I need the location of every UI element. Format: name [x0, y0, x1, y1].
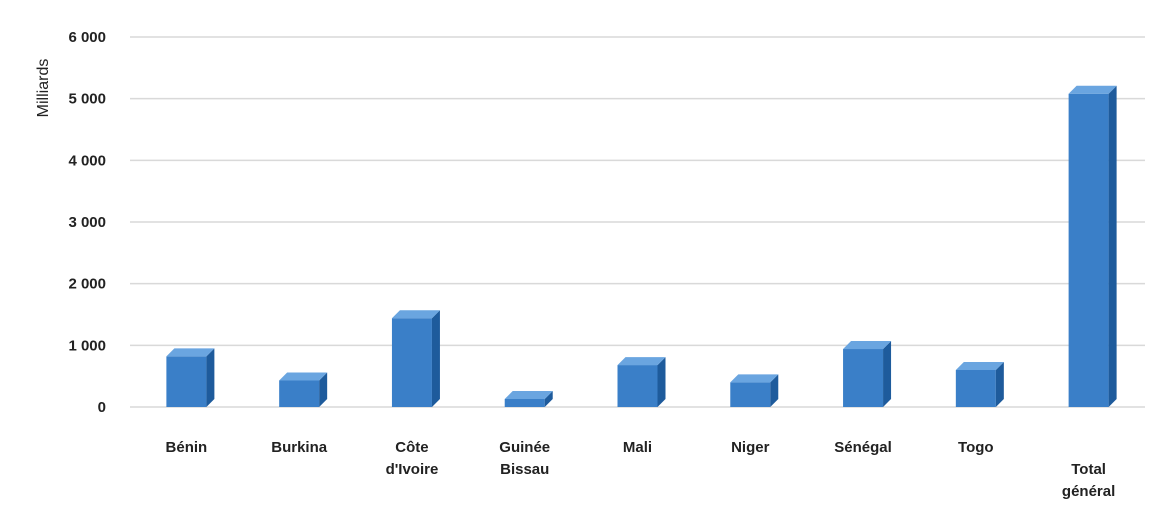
bar-top [279, 372, 328, 381]
bar [730, 374, 779, 407]
x-tick-label: Burkina [271, 439, 328, 456]
bar-side [544, 390, 553, 407]
y-tick-labels: 0 1 000 2 000 3 000 4 000 5 000 6 000 [68, 29, 106, 416]
bar-side [431, 310, 440, 407]
y-tick-label: 2 000 [68, 276, 106, 293]
bar-side [319, 372, 328, 407]
bar-side [883, 341, 892, 407]
gridlines [130, 36, 1145, 408]
bar-top [843, 341, 892, 350]
bar-front [279, 380, 320, 407]
bar-front [617, 365, 658, 407]
y-tick-label: 6 000 [68, 29, 106, 46]
bar-top [166, 348, 215, 357]
bar [391, 310, 440, 407]
bar [955, 362, 1004, 407]
bar-front [391, 318, 432, 407]
x-tick-labels: Bénin Burkina Côte d'Ivoire Guinée Bissau Mali… [166, 439, 1116, 500]
bar [166, 348, 215, 407]
y-tick-label: 4 000 [68, 152, 106, 169]
y-tick-label: 1 000 [68, 337, 106, 354]
x-tick-label: Mali [623, 439, 652, 456]
x-tick-label: Sénégal [834, 439, 892, 456]
bar-front [504, 398, 545, 407]
x-tick-label: Bénin [166, 439, 208, 456]
bar-front [1068, 93, 1109, 407]
x-tick-label: Total [1071, 461, 1106, 478]
x-tick-label: Niger [731, 439, 770, 456]
bar-top [730, 374, 779, 383]
bar-top [955, 362, 1004, 370]
bar-side [657, 357, 666, 407]
x-tick-label: Côte [395, 439, 428, 456]
x-tick-label: Togo [958, 439, 994, 456]
bar-side [995, 362, 1004, 407]
bar-front [955, 370, 996, 407]
x-tick-label: Bissau [500, 461, 549, 478]
bar-top [391, 310, 440, 319]
bar [617, 357, 666, 407]
bar-side [770, 374, 779, 407]
bar [279, 372, 328, 407]
bar-front [730, 382, 771, 407]
bar-front [166, 356, 207, 407]
x-tick-label: d'Ivoire [386, 461, 439, 478]
y-axis-title: Milliards [35, 59, 52, 118]
x-tick-label: Guinée [499, 439, 550, 456]
bar [843, 341, 892, 407]
bar-front [843, 349, 884, 407]
bar-top [617, 357, 666, 366]
x-tick-label: général [1062, 483, 1115, 500]
bar-top [504, 390, 553, 399]
bar-side [206, 348, 215, 407]
bars [166, 85, 1117, 407]
y-tick-label: 5 000 [68, 91, 106, 108]
bar [1068, 85, 1117, 407]
bar-side [1108, 85, 1117, 407]
bar [504, 390, 553, 407]
y-tick-label: 0 [98, 399, 106, 416]
y-tick-label: 3 000 [68, 214, 106, 231]
bar-top [1068, 85, 1117, 94]
